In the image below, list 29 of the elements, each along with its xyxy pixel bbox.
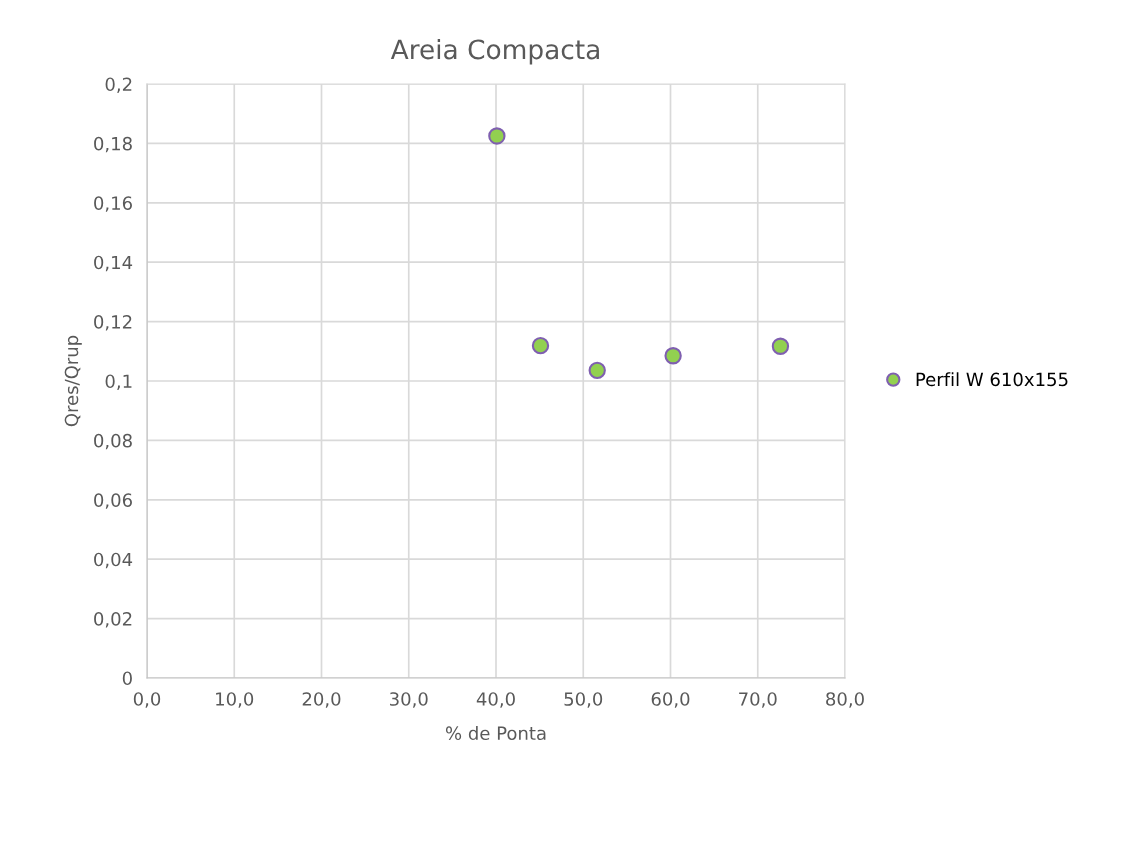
x-tick-label: 80,0: [826, 692, 864, 708]
legend-label: Perfil W 610x155: [916, 372, 1068, 387]
point: [488, 127, 506, 145]
x-tick-label: 10,0: [216, 692, 254, 708]
point: [588, 361, 606, 379]
y-tick-label: 0,1: [105, 374, 132, 390]
x-tick-label: 20,0: [302, 692, 341, 708]
chart-title: Areia Compacta: [390, 38, 599, 65]
y-tick-label: 0,2: [105, 77, 132, 93]
x-tick-label: 30,0: [390, 692, 428, 708]
y-tick-label: 0,08: [94, 433, 132, 450]
x-tick-label: 40,0: [476, 692, 515, 708]
point: [771, 337, 790, 355]
x-tick-label: 50,0: [564, 692, 603, 708]
y-tick-label: 0,14: [94, 255, 133, 272]
y-tick-label: 0,12: [94, 315, 132, 331]
y-axis-title: Qres/Qrup: [64, 335, 82, 427]
x-tick-label: 70,0: [739, 692, 777, 708]
x-tick-label: 0,0: [133, 692, 161, 708]
point: [664, 347, 682, 365]
y-tick-label: 0,06: [94, 493, 132, 509]
point: [531, 336, 550, 355]
y-tick-label: 0,02: [94, 612, 132, 628]
y-tick-label: 0,04: [94, 552, 133, 569]
x-axis-title: % de Ponta: [445, 726, 546, 741]
x-tick-label: 60,0: [651, 692, 690, 708]
y-tick-label: 0: [122, 671, 132, 686]
y-tick-label: 0,16: [94, 196, 132, 212]
y-tick-label: 0,18: [94, 136, 132, 153]
